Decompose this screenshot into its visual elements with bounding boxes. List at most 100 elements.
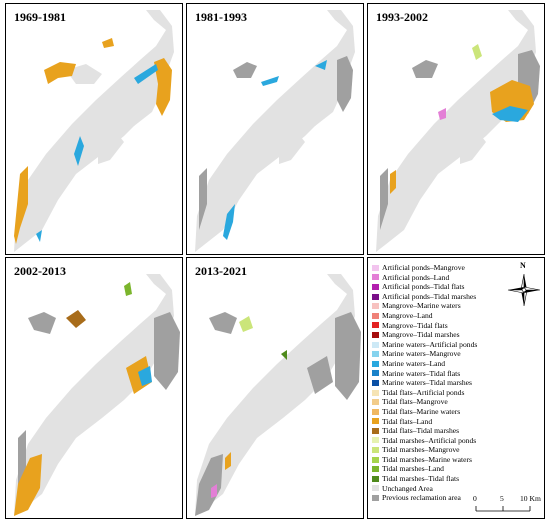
legend-label: Tidal flats–Marine waters [382, 406, 461, 416]
previous-reclamation-area [412, 60, 438, 78]
panel-title: 1969-1981 [14, 10, 66, 24]
legend-item: Artificial ponds–Mangrove [372, 263, 477, 273]
legend-item: Marine waters–Mangrove [372, 349, 477, 359]
legend-item: Artificial ponds–Land [372, 273, 477, 283]
legend-label: Artificial ponds–Tidal marshes [382, 291, 477, 301]
tidal-flats-land [14, 166, 28, 244]
legend-swatch [372, 495, 379, 502]
legend-swatch [372, 293, 379, 300]
north-label: N [520, 261, 526, 270]
marine-waters-land [138, 366, 152, 386]
legend-label: Mangrove–Marine waters [382, 301, 461, 311]
legend-swatch [372, 331, 379, 338]
artificial-ponds-land [438, 108, 446, 120]
legend-item: Tidal flats–Tidal marshes [372, 426, 477, 436]
legend-label: Tidal flats–Land [382, 416, 433, 426]
map-2013-2021 [195, 274, 361, 516]
unchanged-area [376, 10, 536, 252]
legend-label: Tidal marshes–Tidal flats [382, 474, 460, 484]
panel-title: 1993-2002 [376, 10, 428, 24]
tidal-flats-land [154, 58, 172, 116]
legend-label: Tidal marshes–Mangrove [382, 445, 460, 455]
north-arrow-icon [507, 273, 541, 307]
legend-item: Tidal marshes–Artificial ponds [372, 436, 477, 446]
legend-label: Artificial ponds–Tidal flats [382, 282, 465, 292]
legend-label: Previous reclamation area [382, 493, 461, 503]
map-1981-1993 [195, 10, 355, 252]
legend-item: Previous reclamation area [372, 493, 477, 503]
legend-list: Artificial ponds–Mangrove Artificial pond… [372, 263, 477, 503]
legend-label: Marine waters–Mangrove [382, 349, 461, 359]
legend-swatch [372, 427, 379, 434]
tidal-flats-land [225, 452, 231, 470]
map-panel-1981-1993: 1981-1993 [186, 3, 364, 255]
unchanged-area [195, 274, 355, 516]
legend-swatch [372, 437, 379, 444]
legend-label: Tidal marshes–Marine waters [382, 454, 472, 464]
previous-reclamation-area [209, 312, 237, 334]
legend-swatch [372, 456, 379, 463]
map-panel-2002-2013: 2002-2013 [5, 257, 183, 519]
previous-reclamation-area [335, 312, 361, 400]
previous-reclamation-area [307, 356, 333, 394]
island [297, 82, 343, 130]
island [460, 132, 486, 164]
tidal-marshes-tidal-flats [281, 350, 287, 360]
legend-item: Artificial ponds–Tidal flats [372, 282, 477, 292]
previous-reclamation-area [233, 62, 257, 78]
panel-title: 1981-1993 [195, 10, 247, 24]
scale-tick-0: 0 [473, 494, 477, 503]
legend-item: Marine waters–Tidal flats [372, 369, 477, 379]
legend-item: Unchanged Area [372, 484, 477, 494]
legend-label: Tidal marshes–Artificial ponds [382, 435, 477, 445]
marine-waters-land [223, 204, 235, 240]
legend-swatch [372, 408, 379, 415]
legend-swatch [372, 379, 379, 386]
previous-reclamation-area [28, 312, 56, 334]
legend-swatch [372, 418, 379, 425]
tidal-flats-land [44, 62, 76, 84]
scale-tick-10-km: 10 Km [520, 494, 541, 503]
unchanged-area [195, 10, 355, 252]
map-panel-2013-2021: 2013-2021 [186, 257, 364, 519]
legend-label: Mangrove–Tidal marshes [382, 330, 460, 340]
legend-item: Tidal marshes–Mangrove [372, 445, 477, 455]
panel-title: 2013-2021 [195, 264, 247, 278]
map-panel-1969-1981: 1969-1981 [5, 3, 183, 255]
legend-label: Unchanged Area [382, 483, 433, 493]
legend-item: Marine waters–Land [372, 359, 477, 369]
unchanged-area [14, 274, 174, 516]
legend-swatch [372, 312, 379, 319]
legend-swatch [372, 389, 379, 396]
marine-waters-land [261, 76, 279, 86]
legend-item: Tidal marshes–Land [372, 464, 477, 474]
island [98, 132, 124, 164]
legend-swatch [372, 322, 379, 329]
map-1993-2002 [376, 10, 540, 252]
previous-reclamation-area [154, 312, 180, 390]
tidal-flats-land [14, 454, 42, 516]
legend-label: Tidal flats–Mangrove [382, 397, 448, 407]
legend-swatch [372, 447, 379, 454]
legend-swatch [372, 264, 379, 271]
legend-item: Marine waters–Tidal marshes [372, 378, 477, 388]
legend-swatch [372, 466, 379, 473]
legend-swatch [372, 485, 379, 492]
legend-item: Tidal flats–Marine waters [372, 407, 477, 417]
previous-reclamation-area [18, 430, 26, 494]
legend-label: Marine waters–Artificial ponds [382, 339, 478, 349]
legend-swatch [372, 274, 379, 281]
tidal-marshes-land [124, 282, 132, 296]
legend-label: Marine waters–Land [382, 358, 446, 368]
scale-tick-5: 5 [500, 494, 504, 503]
previous-reclamation-area [380, 168, 388, 230]
legend-item: Tidal marshes–Marine waters [372, 455, 477, 465]
legend-item: Tidal marshes–Tidal flats [372, 474, 477, 484]
legend-swatch [372, 283, 379, 290]
marine-waters-land [74, 136, 84, 166]
tidal-marshes-mangrove [472, 44, 482, 60]
map-legend: Artificial ponds–Mangrove Artificial pond… [367, 257, 545, 519]
legend-label: Marine waters–Tidal marshes [382, 378, 472, 388]
legend-swatch [372, 303, 379, 310]
legend-label: Tidal flats–Artificial ponds [382, 387, 465, 397]
